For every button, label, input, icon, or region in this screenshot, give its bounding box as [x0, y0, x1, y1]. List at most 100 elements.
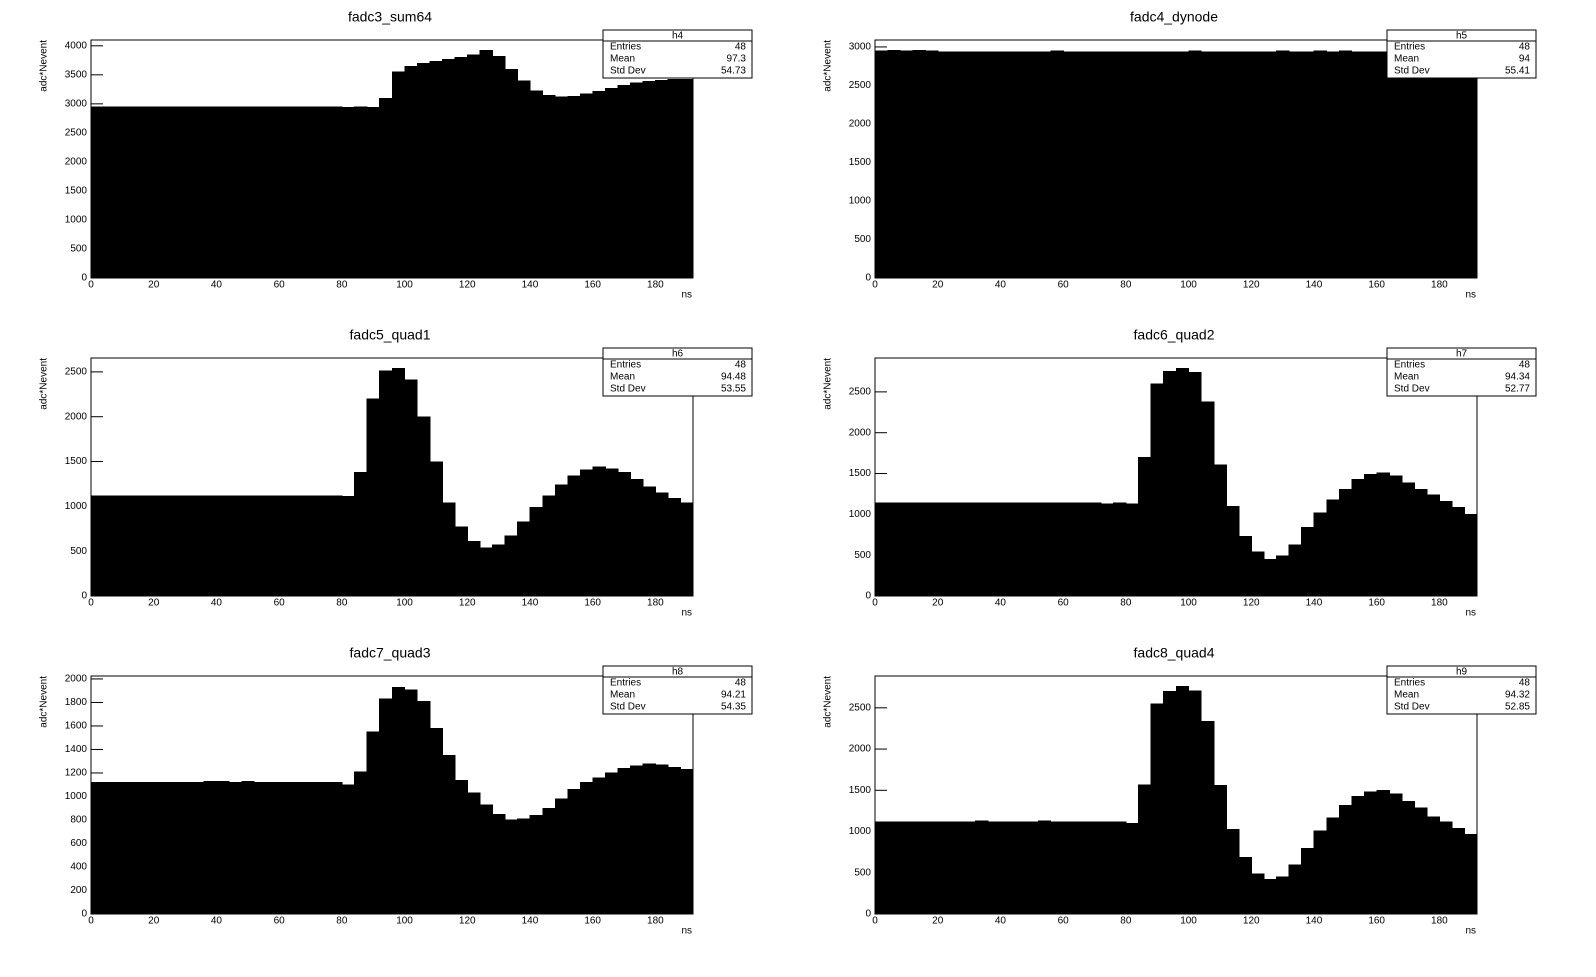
bar	[291, 782, 305, 915]
bar	[1175, 367, 1190, 597]
bar	[1301, 847, 1315, 915]
x-axis-label: ns	[681, 290, 692, 301]
bar	[655, 764, 669, 915]
bar	[241, 106, 255, 279]
y-tick-label: 2500	[65, 128, 88, 139]
bar	[153, 495, 167, 597]
bar	[1263, 559, 1277, 597]
bar	[191, 106, 205, 279]
bar	[1050, 50, 1064, 279]
x-tick-label: 40	[995, 598, 1007, 609]
x-tick-label: 0	[872, 916, 878, 927]
chart-title: fadc3_sum64	[348, 9, 432, 25]
plot-frame	[90, 357, 694, 597]
bar	[1313, 50, 1328, 279]
bar	[1025, 51, 1039, 279]
stats-title: h7	[1456, 349, 1468, 360]
y-tick-label: 600	[70, 838, 87, 849]
bar	[1213, 51, 1227, 279]
x-tick-label: 100	[396, 598, 413, 609]
bar	[937, 821, 951, 915]
bar	[429, 461, 443, 597]
bar	[1464, 514, 1478, 597]
stats-box	[1386, 29, 1537, 79]
bar	[1288, 51, 1303, 279]
x-tick-label: 160	[584, 280, 601, 291]
y-tick-label: 500	[854, 234, 871, 245]
stats-value: 48	[735, 360, 747, 371]
x-tick-label: 0	[872, 598, 878, 609]
x-tick-label: 120	[459, 598, 476, 609]
y-tick-label: 1000	[849, 509, 872, 520]
bar	[278, 495, 293, 597]
stats-label: Entries	[1394, 360, 1425, 371]
stats-label: Std Dev	[610, 702, 646, 713]
bar	[103, 495, 117, 597]
stats-label: Mean	[1394, 372, 1419, 383]
bar	[1351, 795, 1365, 915]
stats-label: Std Dev	[1394, 66, 1430, 77]
bar	[166, 106, 180, 279]
bar	[1464, 51, 1478, 279]
bar	[1200, 401, 1215, 597]
x-tick-label: 100	[1180, 916, 1197, 927]
bar	[228, 782, 243, 915]
bar	[1388, 793, 1403, 915]
chart-title: fadc8_quad4	[1134, 645, 1215, 661]
stats-label: Mean	[610, 690, 635, 701]
bar	[1351, 478, 1365, 597]
bar	[655, 492, 669, 597]
stats-label: Mean	[1394, 690, 1419, 701]
stats-value: 94	[1519, 54, 1531, 65]
bar	[241, 495, 255, 597]
bar	[1338, 488, 1353, 597]
x-tick-label: 180	[1431, 916, 1448, 927]
bar	[1401, 51, 1415, 279]
bar	[1426, 816, 1441, 915]
bar	[329, 495, 343, 597]
x-tick-label: 100	[1180, 280, 1197, 291]
bar	[379, 698, 393, 915]
bar	[1075, 502, 1089, 597]
stats-value: 94.32	[1505, 690, 1530, 701]
bar	[303, 495, 318, 597]
stats-value: 52.77	[1505, 384, 1530, 395]
x-tick-label: 0	[88, 280, 94, 291]
bar	[391, 368, 406, 597]
bar	[887, 502, 901, 597]
bar	[1351, 51, 1365, 279]
bar	[1012, 51, 1027, 279]
x-tick-label: 160	[1368, 280, 1385, 291]
bar	[1050, 502, 1064, 597]
bar	[1025, 821, 1039, 915]
bar	[1414, 807, 1428, 915]
bar	[579, 93, 594, 279]
bar	[178, 782, 192, 915]
stats-label: Std Dev	[1394, 384, 1430, 395]
stats-label: Std Dev	[610, 66, 646, 77]
bar	[191, 782, 205, 915]
bar	[962, 821, 976, 915]
histogram-panel: fadc7_quad302004006008001000120014001600…	[39, 645, 753, 937]
bar	[278, 106, 293, 279]
x-tick-label: 80	[336, 280, 348, 291]
bar	[1200, 720, 1215, 915]
bar	[567, 789, 581, 915]
plot-frame	[874, 357, 1478, 597]
bar	[655, 79, 669, 279]
x-tick-label: 80	[1120, 916, 1132, 927]
x-tick-label: 140	[1306, 916, 1323, 927]
bar	[529, 90, 544, 279]
bar	[216, 495, 230, 597]
stats-title: h8	[672, 667, 684, 678]
bar	[1000, 502, 1014, 597]
y-tick-label: 0	[81, 273, 87, 284]
bar	[642, 486, 657, 597]
bar	[874, 50, 889, 279]
stats-title: h4	[672, 31, 684, 42]
bar	[203, 106, 218, 279]
y-tick-label: 3000	[65, 98, 88, 109]
y-axis-label: adc*Nevent	[39, 676, 50, 728]
stats-value: 52.85	[1505, 702, 1530, 713]
